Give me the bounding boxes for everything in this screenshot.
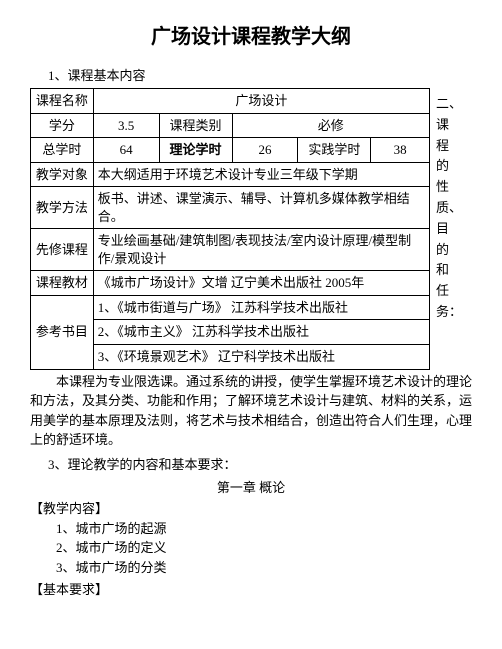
- table-row: 教学方法 板书、讲述、课堂演示、辅导、计算机多媒体教学相结合。: [31, 187, 430, 229]
- table-row: 总学时 64 理论学时 26 实践学时 38: [31, 138, 430, 163]
- method-label: 教学方法: [31, 187, 94, 229]
- practice-hours-value: 38: [371, 138, 430, 163]
- course-name-value: 广场设计: [93, 89, 429, 114]
- table-row: 课程名称 广场设计: [31, 89, 430, 114]
- textbook-label: 课程教材: [31, 271, 94, 296]
- list-item: 1、城市广场的起源: [56, 519, 472, 539]
- ref-label: 参考书目: [31, 295, 94, 369]
- table-row: 参考书目 1、《城市街道与广场》 江苏科学技术出版社: [31, 295, 430, 320]
- prereq-value: 专业绘画基础/建筑制图/表现技法/室内设计原理/模型制作/景观设计: [93, 229, 429, 271]
- side-note: 二、课程的性质、目的和任务：: [430, 88, 460, 323]
- course-description: 本课程为专业限选课。通过系统的讲授，使学生掌握环境艺术设计的理论和方法，及其分类…: [30, 372, 472, 450]
- list-item: 2、城市广场的定义: [56, 538, 472, 558]
- credit-label: 学分: [31, 113, 94, 138]
- ref2: 2、《城市主义》 江苏科学技术出版社: [93, 320, 429, 345]
- total-hours-label: 总学时: [31, 138, 94, 163]
- document-title: 广场设计课程教学大纲: [30, 20, 472, 49]
- textbook-value: 《城市广场设计》文增 辽宁美术出版社 2005年: [93, 271, 429, 296]
- credit-value: 3.5: [93, 113, 159, 138]
- course-type-value: 必修: [232, 113, 429, 138]
- teaching-content-head: 【教学内容】: [30, 498, 472, 517]
- theory-hours-value: 26: [232, 138, 298, 163]
- table-row: 教学对象 本大纲适用于环境艺术设计专业三年级下学期: [31, 162, 430, 187]
- chapter-title: 第一章 概论: [30, 477, 472, 496]
- total-hours-value: 64: [93, 138, 159, 163]
- table-row: 课程教材 《城市广场设计》文增 辽宁美术出版社 2005年: [31, 271, 430, 296]
- table-row: 学分 3.5 课程类别 必修: [31, 113, 430, 138]
- course-name-label: 课程名称: [31, 89, 94, 114]
- practice-hours-label: 实践学时: [298, 138, 371, 163]
- course-info-table: 课程名称 广场设计 学分 3.5 课程类别 必修 总学时 64 理论学时 26 …: [30, 88, 430, 370]
- prereq-label: 先修课程: [31, 229, 94, 271]
- target-value: 本大纲适用于环境艺术设计专业三年级下学期: [93, 162, 429, 187]
- section1-heading: 1、课程基本内容: [48, 65, 472, 84]
- course-type-label: 课程类别: [159, 113, 232, 138]
- ref3: 3、《环境景观艺术》 辽宁科学技术出版社: [93, 345, 429, 370]
- table-row: 先修课程 专业绘画基础/建筑制图/表现技法/室内设计原理/模型制作/景观设计: [31, 229, 430, 271]
- target-label: 教学对象: [31, 162, 94, 187]
- method-value: 板书、讲述、课堂演示、辅导、计算机多媒体教学相结合。: [93, 187, 429, 229]
- list-item: 3、城市广场的分类: [56, 558, 472, 578]
- section3-heading: 3、理论教学的内容和基本要求：: [48, 454, 472, 473]
- ref1: 1、《城市街道与广场》 江苏科学技术出版社: [93, 295, 429, 320]
- basic-req-head: 【基本要求】: [30, 579, 472, 598]
- theory-hours-label: 理论学时: [159, 138, 232, 163]
